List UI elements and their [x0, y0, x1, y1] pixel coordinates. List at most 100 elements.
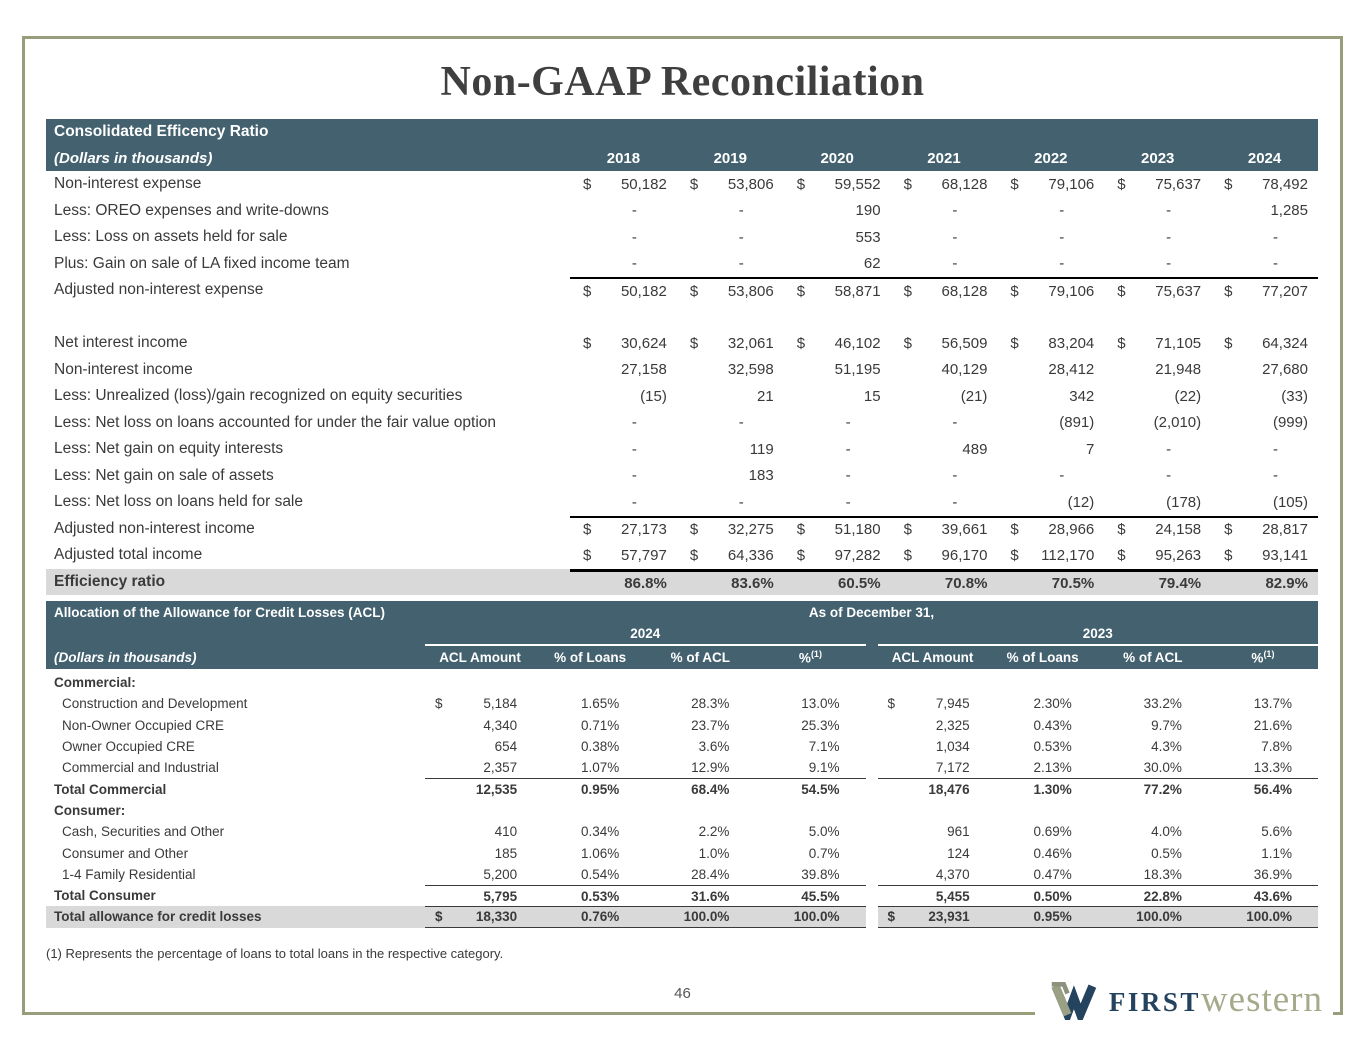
value-cell — [891, 304, 998, 331]
row-label: Adjusted non-interest expense — [54, 281, 264, 299]
footnote-marker: (1) — [1263, 649, 1275, 660]
column-gap — [866, 800, 878, 821]
cell-value: - — [1059, 467, 1065, 485]
value-cell: (12) — [997, 489, 1104, 516]
cell-value: 68,128 — [941, 175, 988, 193]
value-cell: $64,324 — [1211, 330, 1318, 357]
pct-cell: 21.6% — [1253, 717, 1292, 733]
value-cell: 119 — [677, 436, 784, 463]
cell-value: 23,931 — [928, 909, 970, 925]
year-header: 2022 — [1034, 149, 1068, 167]
acl-table-title: Allocation of the Allowance for Credit L… — [54, 604, 386, 620]
as-of-label: As of December 31, — [808, 604, 935, 620]
pct-acl-cell: 100.0% — [1097, 906, 1208, 928]
cell-value: 57,797 — [620, 546, 667, 564]
column-header: % of ACL — [1123, 650, 1183, 665]
row-label — [46, 304, 570, 331]
pct-cell: 100.0% — [1207, 906, 1318, 928]
acl-amount-cell: 5,795 — [425, 884, 536, 906]
table-row: Non-interest income 27,158 32,598 51,195… — [46, 357, 1318, 384]
currency-symbol: $ — [689, 334, 699, 352]
value-cell: - — [784, 463, 891, 490]
column-gap — [866, 864, 878, 885]
pct-loans-cell: 1.30% — [987, 778, 1098, 799]
table-row: Plus: Gain on sale of LA fixed income te… — [46, 251, 1318, 278]
pct-loans-cell: 1.65% — [580, 696, 620, 712]
value-cell: 342 — [997, 383, 1104, 410]
cell-value: 654 — [494, 739, 518, 755]
table-row: Non-interest expense $50,182 $53,806 $59… — [46, 171, 1318, 198]
value-cell: - — [1104, 436, 1211, 463]
value-cell: $64,336 — [677, 542, 784, 569]
value-cell: $95,263 — [1104, 542, 1211, 569]
table-row: Less: Net loss on loans held for sale - … — [46, 489, 1318, 516]
value-cell: 7 — [997, 436, 1104, 463]
value-cell: - — [891, 489, 998, 516]
value-cell: $46,102 — [784, 330, 891, 357]
currency-symbol: $ — [1010, 334, 1019, 352]
cell-value: 96,170 — [941, 546, 988, 564]
cell-value: (891) — [1059, 414, 1095, 432]
cell-value: - — [845, 414, 851, 432]
value-cell: $83,204 — [997, 330, 1104, 357]
table-row: Adjusted non-interest expense $50,182 $5… — [46, 277, 1318, 304]
acl-amount-cell: 2,357 — [425, 757, 535, 778]
cell-value: 56,509 — [941, 334, 988, 352]
pct-acl-cell — [645, 672, 755, 693]
pct-loans-cell — [535, 672, 645, 693]
value-cell: 21 — [677, 383, 784, 410]
cell-value: - — [631, 255, 637, 273]
value-cell: 82.9% — [1211, 568, 1318, 595]
value-cell: $32,061 — [677, 330, 784, 357]
value-cell: - — [570, 463, 677, 490]
cell-value: 93,141 — [1262, 546, 1308, 564]
cell-value: 4,370 — [935, 866, 970, 882]
acl-amount-cell: $18,330 — [425, 906, 536, 928]
row-label: Less: Net loss on loans accounted for un… — [54, 413, 497, 431]
table-row: Cash, Securities and Other 410 0.34% 2.2… — [46, 821, 1318, 842]
cell-value: 183 — [748, 467, 774, 485]
value-cell: (105) — [1211, 489, 1318, 516]
value-cell: $32,275 — [676, 515, 784, 543]
cell-value: 95,263 — [1155, 546, 1202, 564]
cell-value: 53,806 — [727, 175, 774, 193]
first-western-logo: FIRST western — [1034, 972, 1333, 1033]
acl-amount-cell: 5,455 — [877, 884, 988, 906]
table-row: Commercial and Industrial 2,357 1.07% 12… — [46, 757, 1318, 778]
cell-value: 5,184 — [483, 696, 518, 712]
cell-value: 82.9% — [1265, 574, 1308, 592]
value-cell: - — [570, 489, 677, 516]
column-header: ACL Amount — [439, 650, 521, 665]
cell-value: - — [952, 467, 958, 485]
pct-cell: 54.5% — [755, 778, 866, 799]
row-label: Total Consumer — [54, 888, 156, 904]
column-header: ACL Amount — [891, 650, 974, 665]
cell-value: 97,282 — [834, 546, 881, 564]
cell-value: 410 — [494, 824, 518, 840]
value-cell: - — [677, 251, 784, 278]
cell-value: 50,182 — [620, 282, 667, 300]
cell-value: 4,340 — [483, 717, 518, 733]
value-cell: 40,129 — [891, 357, 998, 384]
pct-acl-cell: 31.6% — [645, 884, 756, 906]
pct-loans-cell — [535, 800, 645, 821]
units-label: (Dollars in thousands) — [54, 149, 213, 167]
cell-value: 27,680 — [1262, 361, 1308, 379]
value-cell: - — [570, 224, 677, 251]
pct-loans-cell: 0.76% — [535, 906, 646, 928]
year-header: 2024 — [1247, 149, 1282, 167]
currency-symbol: $ — [903, 334, 912, 352]
value-cell: 553 — [784, 224, 891, 251]
currency-symbol: $ — [1224, 282, 1233, 300]
value-cell: - — [997, 251, 1104, 278]
column-gap — [866, 672, 878, 693]
pct-loans-cell — [988, 672, 1098, 693]
value-cell: $53,806 — [677, 171, 784, 198]
value-cell: 70.5% — [997, 568, 1105, 595]
cell-value: 12,535 — [475, 782, 518, 798]
cell-value: - — [738, 255, 744, 273]
currency-symbol: $ — [887, 696, 896, 712]
row-label: Net interest income — [54, 334, 188, 352]
currency-symbol: $ — [796, 282, 806, 300]
cell-value: 21 — [757, 387, 774, 405]
